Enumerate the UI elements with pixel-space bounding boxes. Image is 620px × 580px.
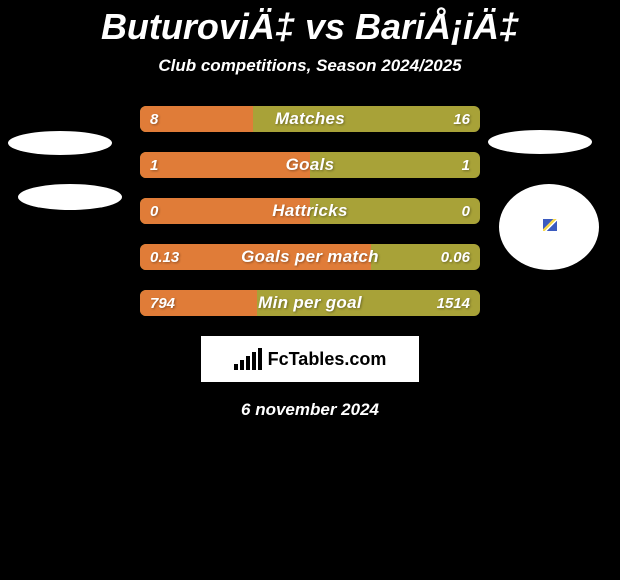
logo-text: FcTables.com bbox=[268, 349, 387, 370]
page-title: ButuroviÄ‡ vs BariÅ¡iÄ‡ bbox=[0, 6, 620, 48]
stat-row: 00Hattricks bbox=[140, 198, 480, 224]
stat-left-fill bbox=[140, 244, 371, 270]
stat-left-fill bbox=[140, 290, 257, 316]
stat-row: 0.130.06Goals per match bbox=[140, 244, 480, 270]
page-subtitle: Club competitions, Season 2024/2025 bbox=[0, 56, 620, 76]
comparison-bars: 816Matches 11Goals 00Hattricks 0.130.06Goal… bbox=[0, 106, 620, 316]
footer-date: 6 november 2024 bbox=[0, 400, 620, 420]
stat-left-fill bbox=[140, 198, 310, 224]
stat-row: 11Goals bbox=[140, 152, 480, 178]
stat-row: 7941514Min per goal bbox=[140, 290, 480, 316]
logo-bars-icon bbox=[234, 348, 262, 370]
root: ButuroviÄ‡ vs BariÅ¡iÄ‡ Club competition… bbox=[0, 6, 620, 420]
fctables-logo[interactable]: FcTables.com bbox=[201, 336, 419, 382]
stat-row: 816Matches bbox=[140, 106, 480, 132]
stat-left-fill bbox=[140, 106, 253, 132]
stat-right-value: 0 bbox=[462, 198, 470, 224]
stat-right-value: 1514 bbox=[437, 290, 470, 316]
stat-right-value: 16 bbox=[453, 106, 470, 132]
stat-right-value: 1 bbox=[462, 152, 470, 178]
stat-right-value: 0.06 bbox=[441, 244, 470, 270]
stat-left-fill bbox=[140, 152, 310, 178]
